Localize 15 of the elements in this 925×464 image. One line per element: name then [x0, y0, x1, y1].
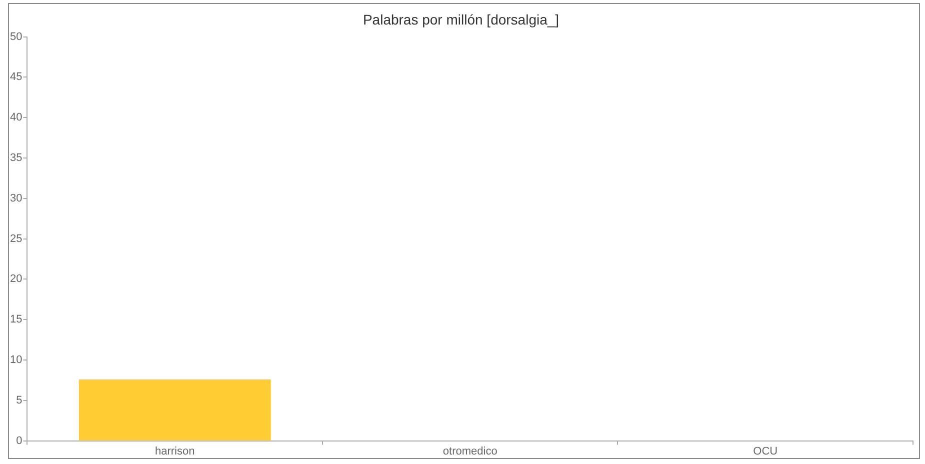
y-tick-label: 5 [16, 394, 22, 406]
y-tick-label: 30 [10, 192, 22, 204]
x-tick-label: OCU [753, 445, 778, 458]
y-tick-label: 35 [10, 152, 22, 164]
x-tick-label: harrison [154, 445, 195, 458]
y-tick-label: 0 [16, 434, 22, 447]
y-tick-label: 25 [10, 232, 22, 245]
chart-title: Palabras por millón [dorsalgia_] [362, 11, 560, 28]
y-tick-label: 10 [10, 354, 22, 366]
y-tick-label: 50 [10, 30, 22, 43]
y-tick-label: 15 [10, 314, 22, 326]
y-tick-label: 45 [10, 71, 22, 84]
x-tick-label: otromedico [442, 445, 498, 458]
y-tick-label: 40 [10, 112, 22, 124]
y-tick-label: 20 [10, 273, 22, 286]
